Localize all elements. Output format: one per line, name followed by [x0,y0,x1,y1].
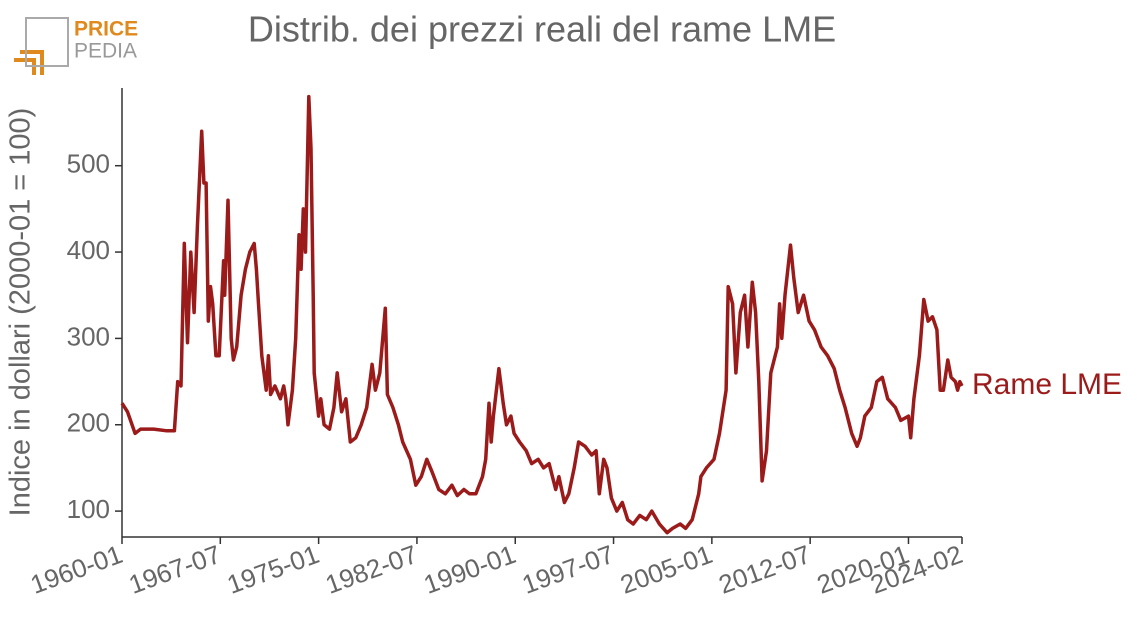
logo: PRICE PEDIA [14,17,138,75]
y-tick-label: 100 [67,494,110,524]
logo-top: PRICE [74,18,138,41]
y-tick-label: 200 [67,408,110,438]
x-tick-label: 1960-01 [26,539,126,600]
series-label: Rame LME [972,368,1122,401]
y-tick-label: 500 [67,149,110,179]
x-tick-label: 1967-07 [125,539,225,600]
y-tick-label: 400 [67,235,110,265]
logo-frame [25,17,69,67]
y-tick-label: 300 [67,321,110,351]
x-tick-label: 1997-07 [518,539,618,600]
logo-mark [14,50,44,75]
y-axis-label: Indice in dollari (2000-01 = 100) [5,108,37,517]
chart-title: Distrib. dei prezzi reali del rame LME [248,9,836,50]
logo-bottom: PEDIA [74,40,137,63]
x-tick-label: 1982-07 [321,539,421,600]
x-tick-label: 1975-01 [223,539,323,600]
x-tick-label: 1990-01 [420,539,520,600]
x-tick-label: 2005-01 [616,539,716,600]
x-tick-label: 2012-07 [715,539,815,600]
data-line [120,94,964,535]
